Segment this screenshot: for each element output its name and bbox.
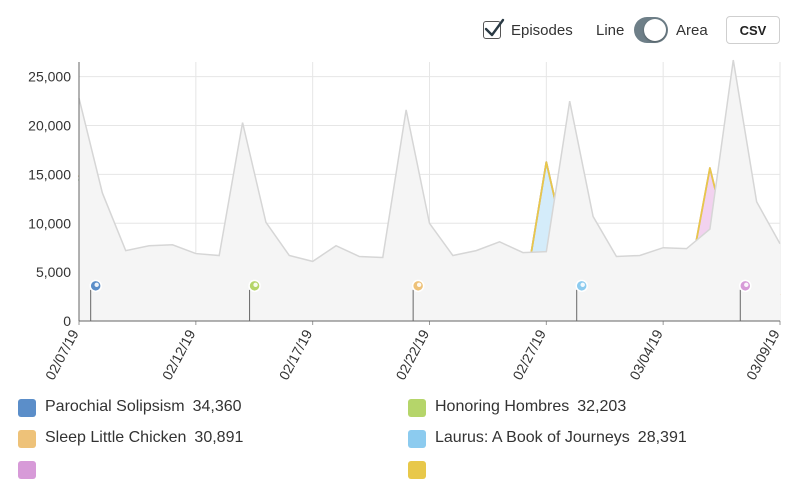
y-tick-label: 25,000 (28, 69, 71, 85)
legend-total: 32,203 (577, 398, 627, 415)
line-area-toggle[interactable] (634, 17, 668, 43)
legend-swatch (18, 430, 36, 448)
legend-swatch (408, 430, 426, 448)
x-tick-label: 02/22/19 (392, 327, 432, 383)
y-tick-label: 0 (63, 313, 71, 329)
legend-swatch (408, 461, 426, 479)
checkmark-icon (484, 18, 505, 37)
x-tick-label: 02/07/19 (42, 327, 82, 383)
total-area (79, 60, 780, 321)
legend-swatch (408, 399, 426, 417)
line-label[interactable]: Line (596, 22, 625, 39)
y-tick-label: 20,000 (28, 118, 71, 134)
episodes-label[interactable]: Episodes (511, 22, 573, 39)
legend: Parochial Solipsism 34,360 Honoring Hombre… (0, 384, 800, 479)
legend-label: Sleep Little Chicken 30,891 (45, 429, 244, 446)
x-tick-label: 02/12/19 (159, 327, 199, 383)
x-tick-label: 03/04/19 (626, 327, 666, 383)
stacked-area-chart: 0 5,000 10,000 15,000 20,000 25,000 02/07/19 02… (28, 59, 783, 383)
marker-dot (744, 282, 749, 288)
marker-dot (94, 282, 99, 288)
marker-dot (416, 282, 422, 288)
y-tick-label: 5,000 (36, 264, 71, 280)
legend-label (435, 460, 443, 478)
x-tick-label: 02/27/19 (509, 327, 549, 383)
total-line (78, 59, 781, 321)
legend-swatch (18, 461, 36, 479)
area-label[interactable]: Area (676, 22, 708, 39)
legend-label: Parochial Solipsism 34,360 (45, 398, 242, 415)
chart-toolbar: Episodes Line Area CSV (0, 16, 800, 46)
marker-dot (580, 282, 585, 288)
legend-total: 28,391 (637, 429, 687, 446)
episode-markers (89, 279, 752, 321)
marker-dot (253, 282, 258, 288)
legend-label: Laurus: A Book of Journeys 28,391 (435, 429, 687, 446)
y-tick-label: 15,000 (28, 166, 71, 182)
episodes-checkbox[interactable] (483, 18, 505, 39)
legend-total: 34,360 (192, 398, 242, 415)
legend-label: Honoring Hombres 32,203 (435, 398, 627, 415)
total-line-path (78, 59, 781, 263)
y-tick-label: 10,000 (28, 215, 71, 231)
legend-label (45, 460, 53, 478)
legend-swatch (18, 399, 36, 417)
x-tick-label: 03/09/19 (743, 327, 783, 383)
toggle-knob (644, 19, 666, 41)
x-tick-label: 02/17/19 (276, 327, 316, 383)
csv-export-button[interactable]: CSV (726, 16, 780, 44)
legend-total: 30,891 (194, 429, 244, 446)
